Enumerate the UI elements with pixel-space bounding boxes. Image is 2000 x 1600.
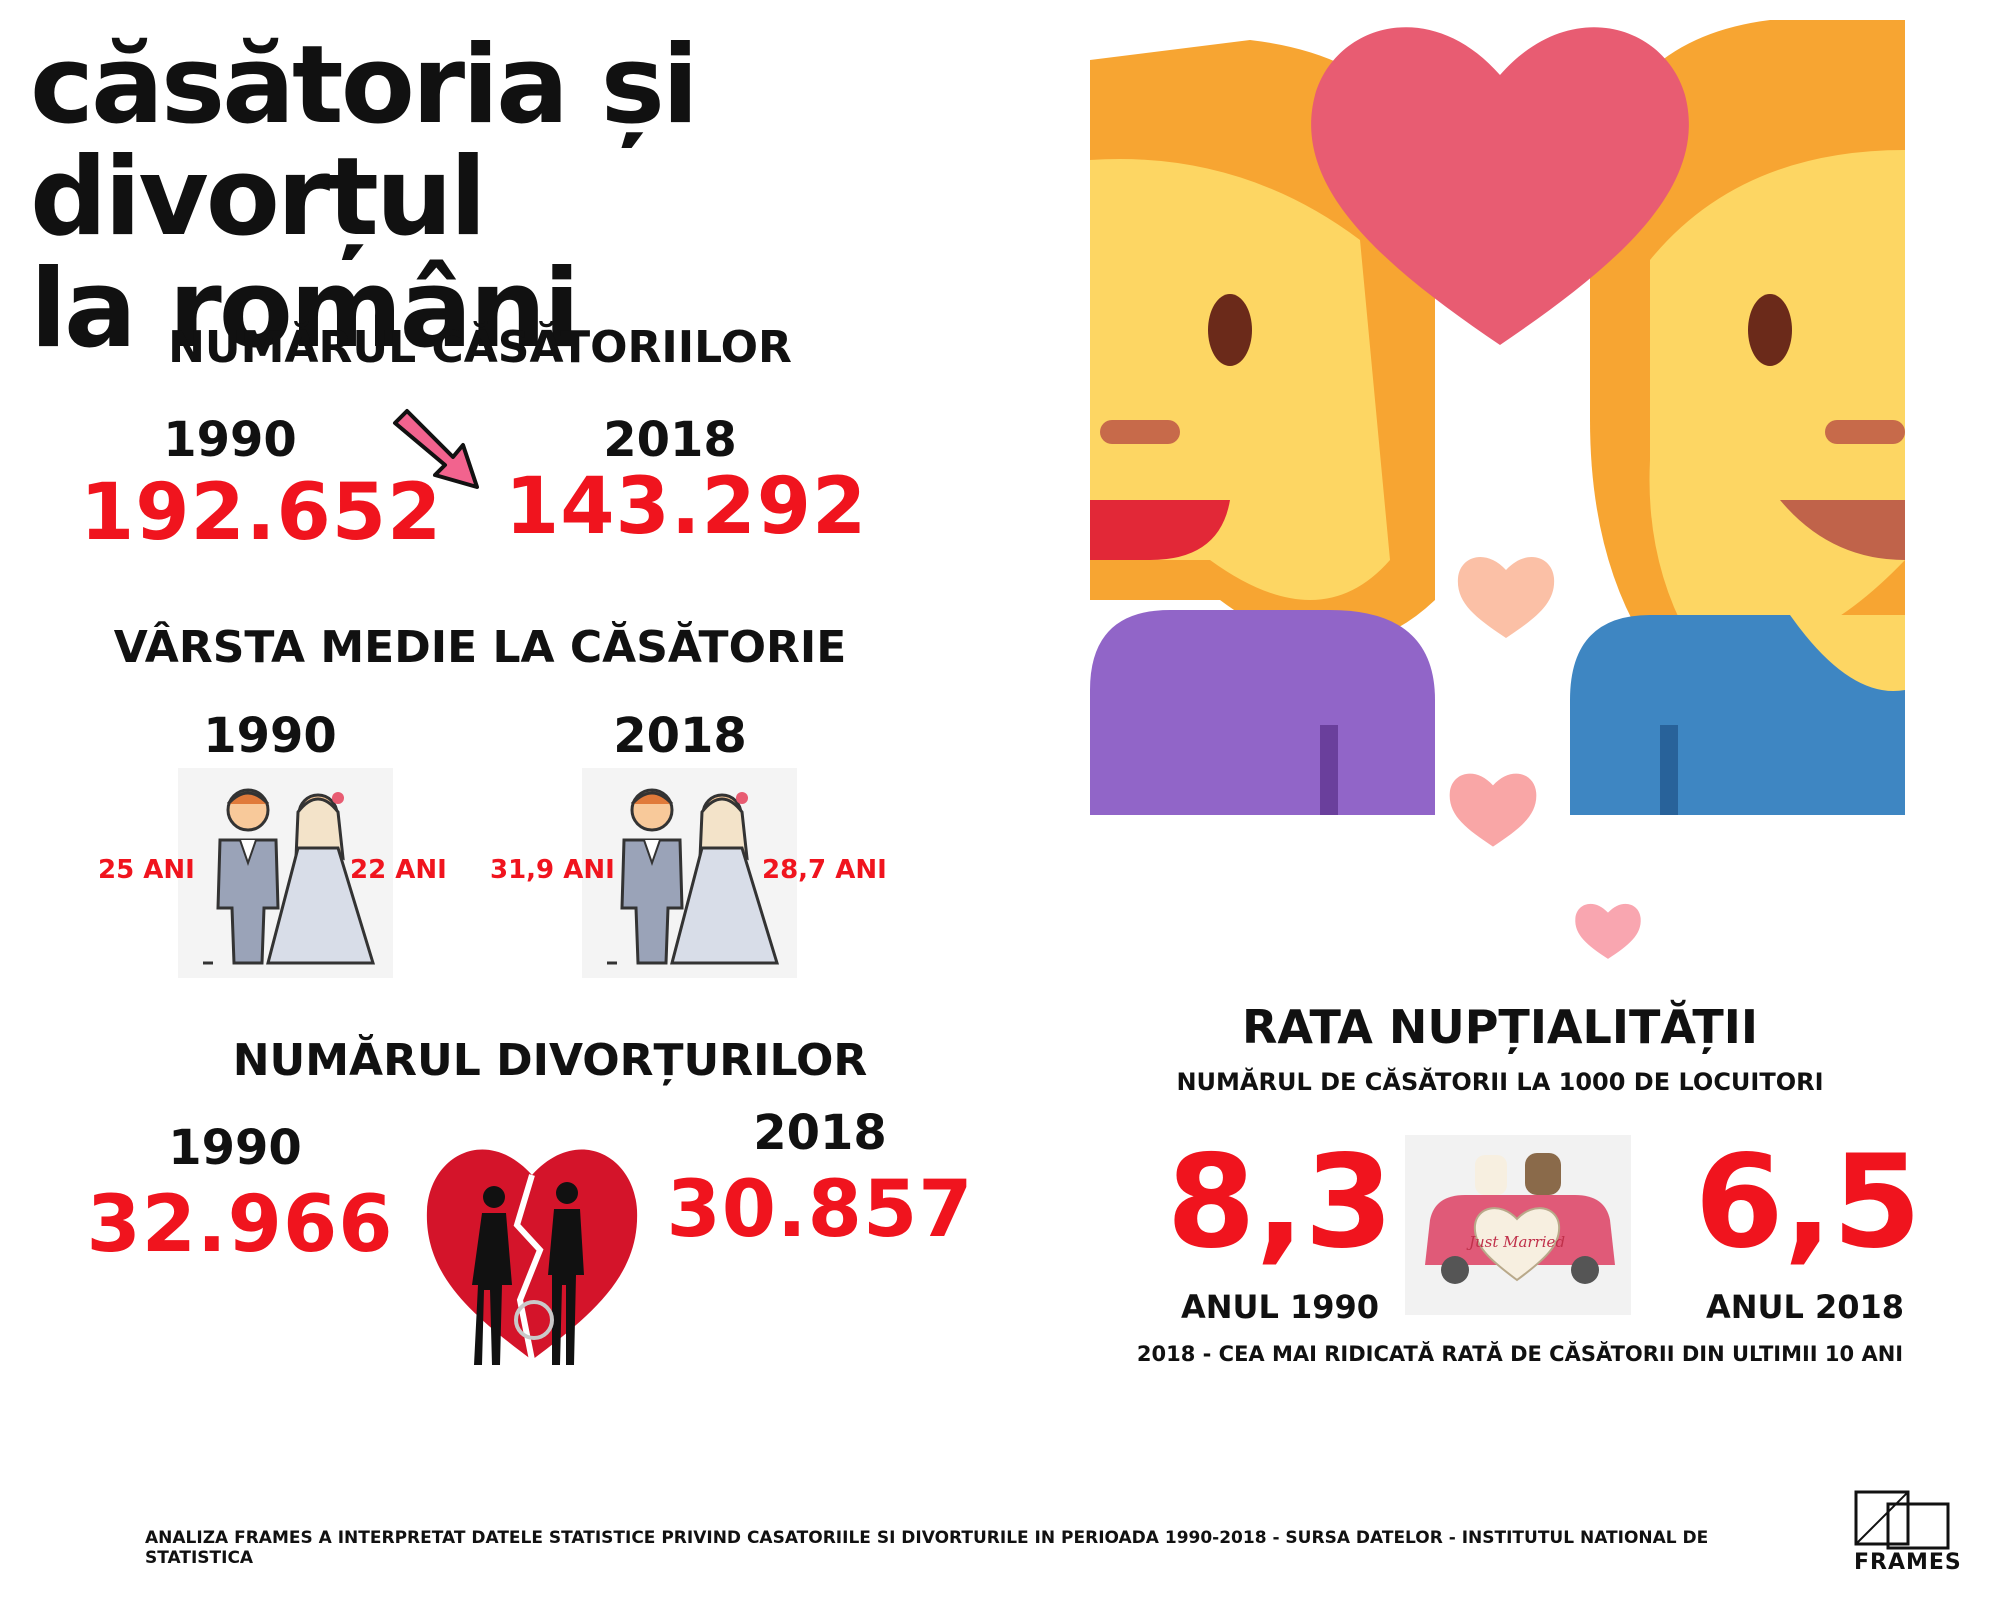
- page-title: căsătoria și divorțul la români: [30, 30, 1080, 366]
- age-year-2018: 2018: [613, 708, 747, 764]
- car-sign-text: Just Married: [1466, 1233, 1565, 1251]
- divorces-value-2018: 30.857: [666, 1165, 974, 1255]
- couple-illustration: [1090, 0, 1910, 960]
- nuptiality-note: 2018 - CEA MAI RIDICATĂ RATĂ DE CĂSĂTORI…: [1136, 1342, 1904, 1366]
- broken-heart-icon: [422, 1125, 642, 1385]
- bride-age-1990: 22 ANI: [350, 855, 447, 885]
- marriages-value-1990: 192.652: [80, 468, 443, 558]
- small-heart-icon: [1448, 765, 1538, 849]
- divorces-year-1990: 1990: [168, 1120, 302, 1176]
- arrow-down-right-icon: [385, 405, 485, 495]
- small-heart-icon: [1456, 548, 1556, 640]
- divorces-heading: NUMĂRUL DIVORȚURILOR: [232, 1035, 868, 1086]
- bride-groom-icon: [582, 768, 797, 978]
- bride-groom-icon: [178, 768, 393, 978]
- marriages-year-2018: 2018: [603, 412, 737, 468]
- footer-source: ANALIZA FRAMES A INTERPRETAT DATELE STAT…: [145, 1528, 1709, 1568]
- marriages-year-1990: 1990: [163, 412, 297, 468]
- groom-age-2018: 31,9 ANI: [490, 855, 615, 885]
- big-heart-icon: [1311, 27, 1689, 345]
- nuptiality-heading: RATA NUPȚIALITĂȚII: [1242, 1000, 1758, 1054]
- age-year-1990: 1990: [203, 708, 337, 764]
- small-heart-icon: [1574, 897, 1642, 961]
- rate-label-1990: ANUL 1990: [1180, 1288, 1380, 1326]
- marriages-heading: NUMĂRUL CĂSĂTORIILOR: [168, 322, 792, 373]
- just-married-car-icon: Just Married: [1405, 1135, 1631, 1315]
- rate-value-1990: 8,3: [1166, 1128, 1394, 1277]
- marriages-value-2018: 143.292: [505, 462, 868, 552]
- page-title-line1: căsătoria și divorțul: [30, 23, 699, 260]
- nuptiality-subheading: NUMĂRUL DE CĂSĂTORII LA 1000 DE LOCUITOR…: [1176, 1068, 1824, 1096]
- page-title-line2: la români: [30, 247, 580, 372]
- frames-logo: FRAMES: [1852, 1490, 1962, 1590]
- frames-logo-text: FRAMES: [1854, 1550, 1962, 1575]
- rate-label-2018: ANUL 2018: [1705, 1288, 1905, 1326]
- divorces-value-1990: 32.966: [86, 1180, 394, 1270]
- bride-age-2018: 28,7 ANI: [762, 855, 887, 885]
- rate-value-2018: 6,5: [1694, 1128, 1922, 1277]
- groom-age-1990: 25 ANI: [98, 855, 195, 885]
- age-heading: VÂRSTA MEDIE LA CĂSĂTORIE: [113, 622, 847, 673]
- divorces-year-2018: 2018: [753, 1105, 887, 1161]
